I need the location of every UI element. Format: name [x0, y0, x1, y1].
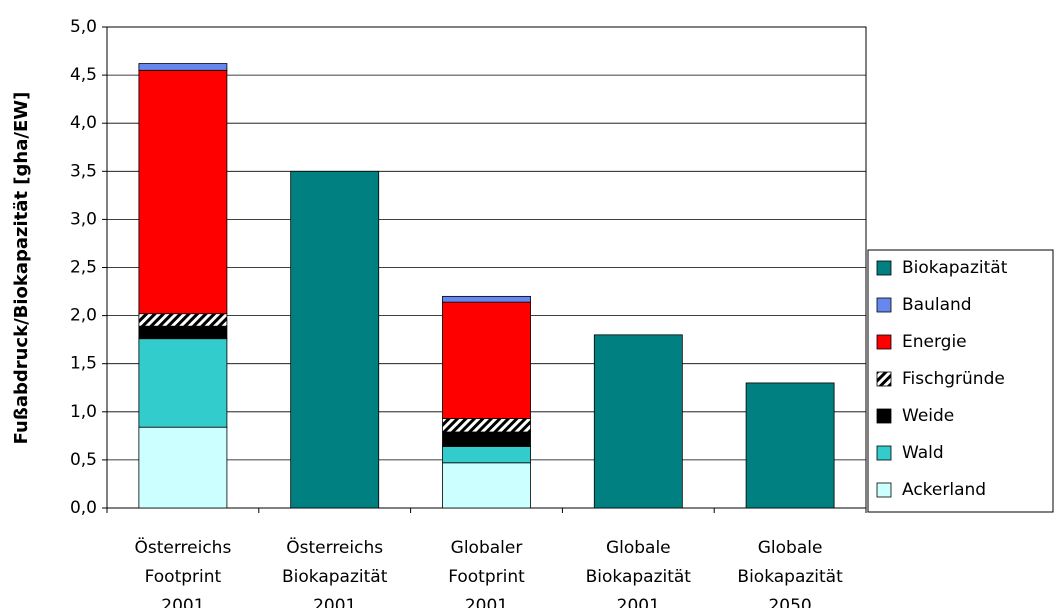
bar-segment — [442, 462, 531, 509]
legend-swatch — [876, 260, 892, 276]
y-tick-label: 0,5 — [70, 450, 97, 470]
legend-swatch — [876, 445, 892, 461]
y-tick-label: 2,5 — [70, 258, 97, 278]
bar-segment — [138, 426, 228, 509]
y-tick-label: 4,0 — [70, 113, 97, 133]
bar-segment — [138, 313, 228, 327]
bar-segment — [442, 295, 531, 303]
bar-segment — [442, 446, 531, 464]
x-tick-label: Österreichs — [134, 536, 231, 558]
bar-segment — [138, 338, 228, 428]
legend-label: Fischgründe — [902, 369, 1005, 389]
bar-segment — [745, 382, 835, 509]
legend-label: Biokapazität — [902, 258, 1008, 278]
legend-label: Bauland — [902, 295, 972, 315]
y-tick-label: 0,0 — [70, 498, 97, 518]
y-tick-label: 2,0 — [70, 306, 97, 326]
legend-swatch — [876, 334, 892, 350]
x-tick-label: 2001 — [465, 596, 508, 608]
bar-segment — [138, 63, 228, 71]
x-tick-label: Footprint — [145, 567, 222, 587]
legend-box — [867, 249, 1054, 513]
legend-swatch — [876, 482, 892, 498]
legend-label: Ackerland — [902, 480, 986, 500]
y-tick-label: 1,5 — [70, 354, 97, 374]
legend-label: Energie — [902, 332, 967, 352]
legend-label: Weide — [902, 406, 954, 426]
legend-label: Wald — [902, 443, 944, 463]
x-tick-label: Globaler — [451, 538, 523, 558]
bar-segment — [290, 170, 380, 509]
x-tick-label: Österreichs — [286, 536, 383, 558]
bar-segment — [442, 301, 531, 419]
bar-segment — [138, 325, 228, 340]
legend-swatch — [876, 408, 892, 424]
y-tick-label: 1,0 — [70, 402, 97, 422]
legend-swatch — [876, 297, 892, 313]
bar-segment — [442, 431, 531, 447]
legend-swatch — [876, 371, 892, 387]
x-tick-label: 2001 — [313, 596, 356, 608]
y-tick-label: 3,0 — [70, 209, 97, 229]
bar-segment — [442, 418, 531, 433]
x-tick-label: 2001 — [617, 596, 660, 608]
x-tick-label: Globale — [606, 538, 671, 558]
x-tick-label: 2050 — [768, 596, 811, 608]
y-tick-label: 5,0 — [70, 17, 97, 37]
y-tick-label: 4,5 — [70, 65, 97, 85]
y-axis-label: Fußabdruck/Biokapazität [gha/EW] — [11, 92, 32, 445]
bar-segment — [593, 334, 683, 509]
x-tick-label: Biokapazität — [586, 567, 692, 587]
x-tick-label: Globale — [758, 538, 823, 558]
x-tick-label: Biokapazität — [282, 567, 388, 587]
x-tick-label: Biokapazität — [737, 567, 843, 587]
x-tick-label: Footprint — [448, 567, 525, 587]
x-tick-label: 2001 — [161, 596, 204, 608]
y-tick-label: 3,5 — [70, 161, 97, 181]
bar-segment — [138, 69, 228, 315]
